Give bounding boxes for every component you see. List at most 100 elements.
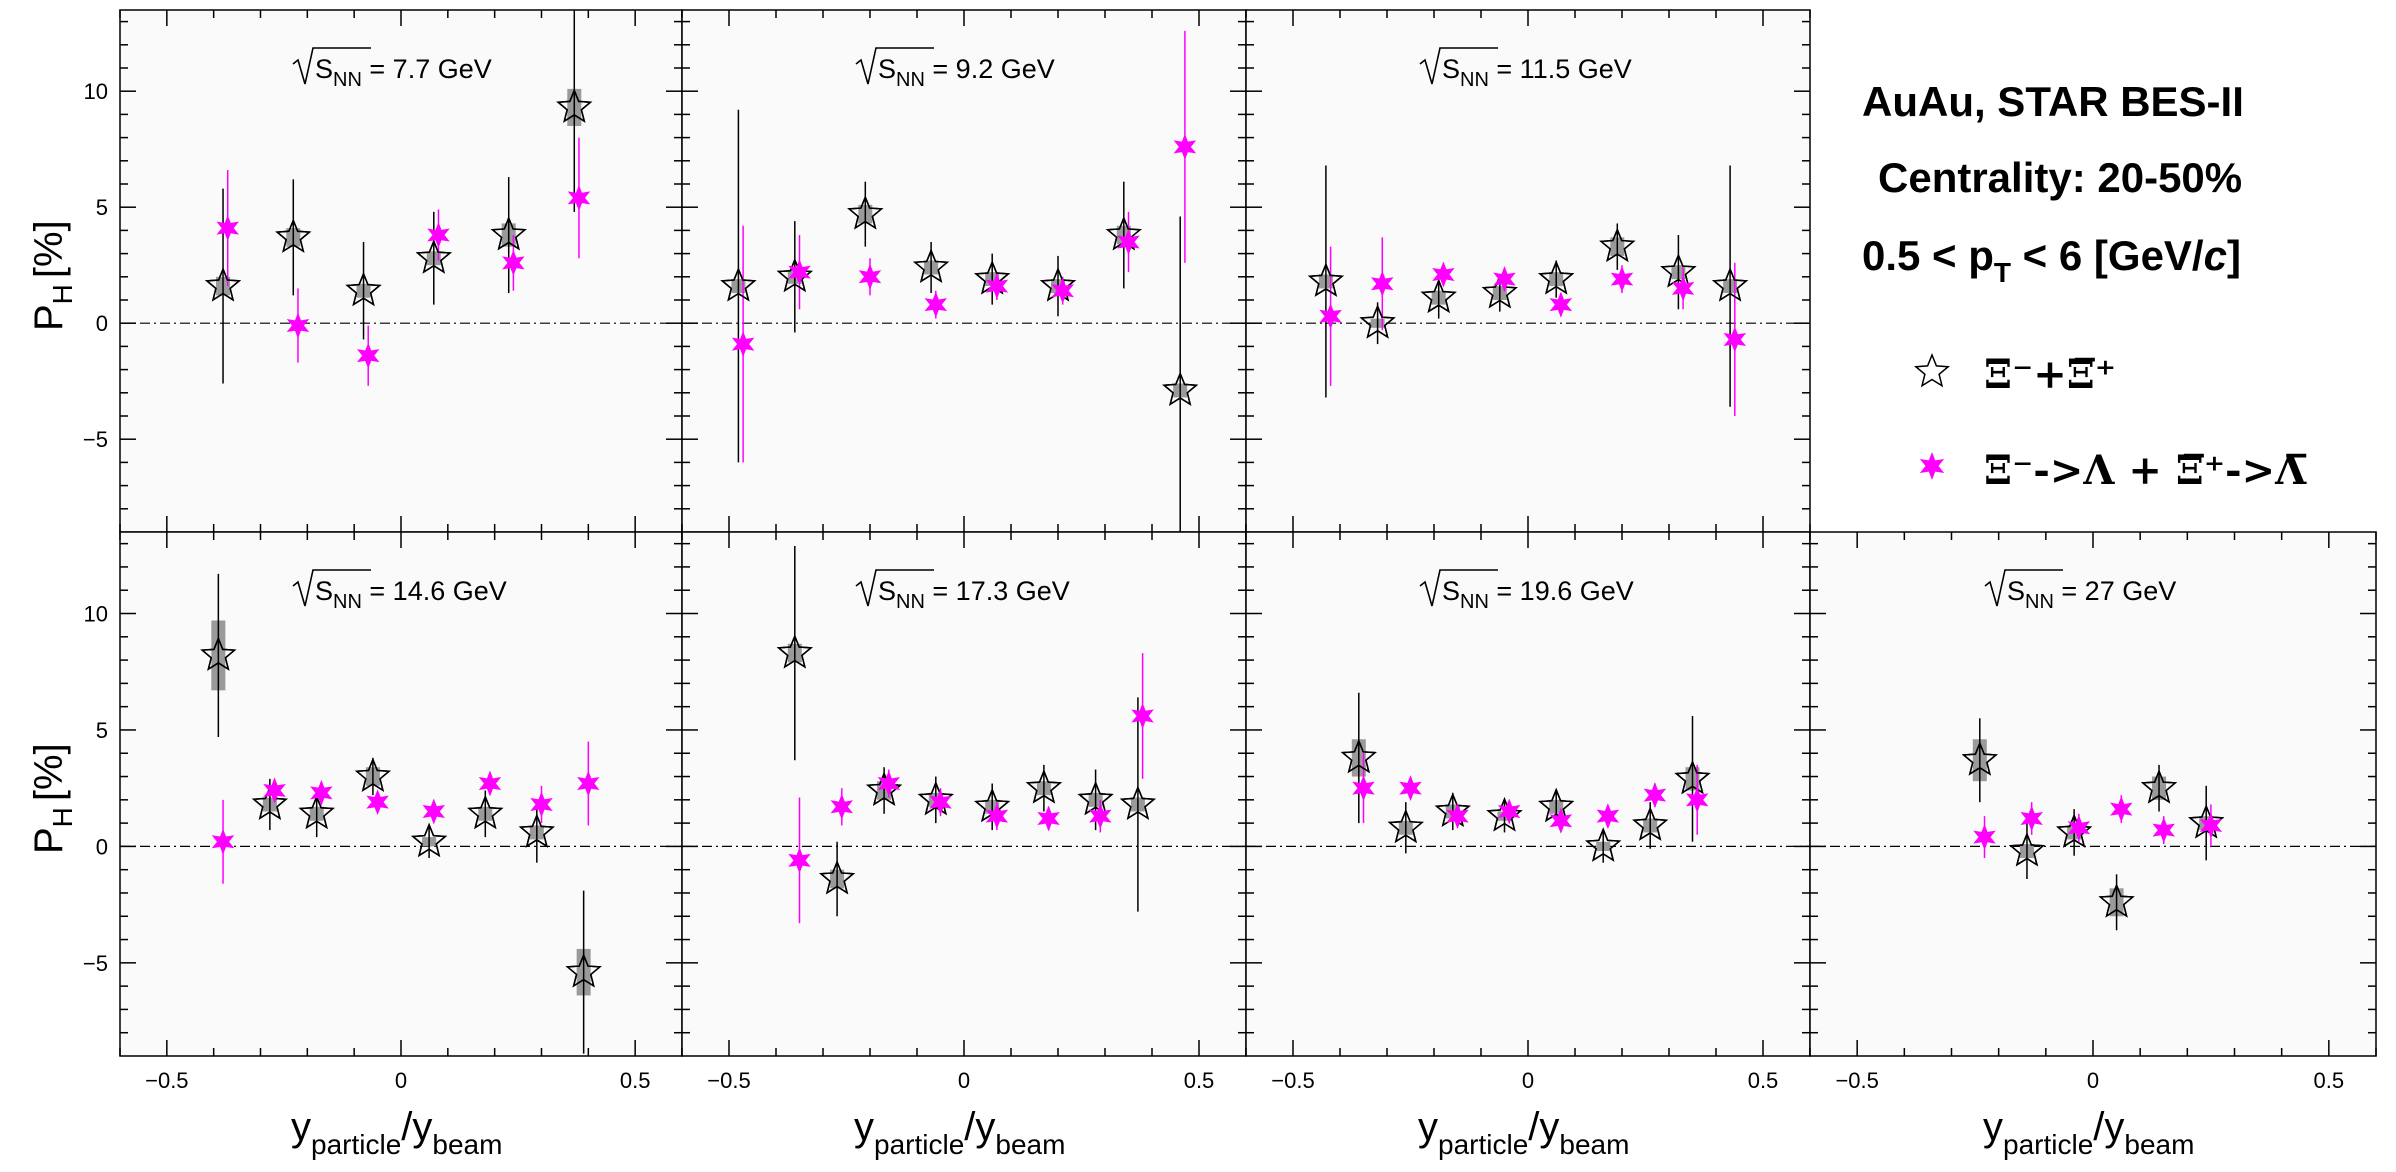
open-star-marker-outline bbox=[1077, 780, 1114, 816]
legend-open-star bbox=[1913, 352, 1951, 388]
panels-layer: −5 0 5 10 SNN = 7.7 GeV SNN = 9.2 GeV SNN = 11… bbox=[83, 9, 2377, 1093]
magenta-star-marker bbox=[2152, 817, 2176, 844]
magenta-star-marker bbox=[1549, 807, 1573, 834]
panel-content bbox=[1246, 692, 1810, 863]
sqrt-symbol bbox=[292, 47, 371, 85]
magenta-star-marker bbox=[1549, 291, 1573, 318]
magenta-star-marker bbox=[858, 263, 882, 290]
panel-energy-title: SNN = 14.6 GeV bbox=[315, 576, 507, 613]
magenta-star-marker bbox=[1671, 275, 1695, 302]
legend-magenta-star-marker bbox=[1919, 452, 1945, 480]
legend: AuAu, STAR BES-II Centrality: 20-50% 0.5… bbox=[1862, 78, 2307, 494]
x-axis-title: yparticle/ybeam bbox=[1418, 1105, 1629, 1160]
open-star-marker-outline bbox=[556, 88, 593, 123]
open-star-marker-outline bbox=[1307, 262, 1344, 297]
x-axis-title: yparticle/ybeam bbox=[854, 1105, 1065, 1160]
magenta-star-marker bbox=[929, 789, 952, 816]
x-tick-label: 0.5 bbox=[2314, 1068, 2345, 1093]
panel-content bbox=[682, 545, 1246, 924]
sqrt-symbol bbox=[1419, 569, 1498, 607]
magenta-star-marker bbox=[1723, 326, 1747, 353]
legend-title-collision: AuAu, STAR BES-II bbox=[1862, 78, 2244, 125]
x-tick-label: 0.5 bbox=[1748, 1068, 1779, 1093]
sqrt-symbol bbox=[1984, 569, 2063, 607]
panel-2: SNN = 11.5 GeV bbox=[1245, 9, 1811, 533]
y-tick-label: 10 bbox=[84, 602, 108, 627]
magenta-star-marker bbox=[1493, 266, 1516, 293]
open-star-marker-outline bbox=[1119, 785, 1156, 820]
x-tick-label: −0.5 bbox=[1835, 1068, 1878, 1093]
magenta-star-marker bbox=[830, 793, 854, 820]
panel-content bbox=[1246, 165, 1810, 416]
x-tick-label: −0.5 bbox=[1271, 1068, 1314, 1093]
open-star-marker-outline bbox=[1674, 759, 1711, 795]
magenta-star-marker bbox=[1131, 702, 1154, 729]
magenta-star-marker bbox=[1117, 229, 1140, 255]
magenta-star-marker bbox=[731, 331, 755, 358]
open-star-marker-outline bbox=[298, 794, 335, 830]
open-star-marker-outline bbox=[2098, 883, 2135, 918]
open-star-marker-outline bbox=[411, 822, 448, 858]
magenta-star-marker bbox=[422, 798, 446, 825]
panel-energy-title: SNN = 11.5 GeV bbox=[1442, 54, 1632, 91]
open-star-marker-outline bbox=[2008, 832, 2046, 867]
open-star-marker-outline bbox=[1340, 738, 1377, 774]
open-star-marker-outline bbox=[251, 785, 288, 820]
panel-background bbox=[120, 10, 682, 532]
open-star-marker-outline bbox=[1712, 267, 1749, 302]
magenta-star-marker bbox=[2067, 814, 2091, 841]
panel-4: −0.5 0 0.5 SNN = 17.3 GeV bbox=[681, 531, 1247, 1093]
magenta-star-marker bbox=[1685, 786, 1709, 813]
panel-6: −0.5 0 0.5 SNN = 27 GeV bbox=[1809, 531, 2377, 1093]
sqrt-symbol bbox=[1419, 47, 1498, 85]
legend-kinematic-range: 0.5 < pT < 6 [GeV/c] bbox=[1862, 232, 2241, 288]
panel-5: −0.5 0 0.5 SNN = 19.6 GeV bbox=[1245, 531, 1811, 1093]
panel-background bbox=[1246, 532, 1810, 1056]
x-tick-label: 0 bbox=[395, 1068, 407, 1093]
open-star-marker-outline bbox=[776, 634, 813, 669]
open-star-marker-outline bbox=[345, 271, 382, 307]
legend-title-centrality: Centrality: 20-50% bbox=[1878, 154, 2242, 201]
x-axis-title: yparticle/ybeam bbox=[291, 1105, 502, 1160]
magenta-star-marker bbox=[211, 828, 235, 855]
magenta-star-marker bbox=[2110, 796, 2133, 823]
magenta-star-marker bbox=[985, 273, 1009, 300]
open-star-marker-outline bbox=[275, 218, 312, 253]
y-tick-label: 10 bbox=[84, 79, 108, 104]
magenta-star-marker bbox=[366, 789, 389, 816]
y-axis-title: PH[%] bbox=[27, 220, 78, 331]
magenta-star-marker bbox=[1399, 775, 1422, 802]
panel-background bbox=[682, 532, 1246, 1056]
open-star-marker-outline bbox=[1961, 741, 1998, 776]
x-tick-label: 0.5 bbox=[620, 1068, 651, 1093]
x-tick-label: −0.5 bbox=[707, 1068, 750, 1093]
legend-magenta-star bbox=[1919, 452, 1945, 480]
y-tick-label: 0 bbox=[96, 311, 108, 336]
magenta-star-marker bbox=[216, 215, 239, 242]
panel-background bbox=[1246, 10, 1810, 532]
y-tick-label: 5 bbox=[96, 718, 108, 743]
panel-energy-title: SNN = 9.2 GeV bbox=[878, 54, 1055, 91]
y-tick-label: −5 bbox=[83, 951, 108, 976]
panel-background bbox=[682, 10, 1246, 532]
open-star-marker-outline bbox=[866, 771, 903, 806]
panel-3: −0.5 0 0.5 −5 0 5 10 SNN = 14.6 GeV bbox=[83, 531, 683, 1093]
y-axis-title: PH[%] bbox=[27, 743, 78, 854]
legend-entry-xi-sum: Ξ⁻+Ξ̅⁺ bbox=[1984, 351, 2116, 398]
panel-content bbox=[682, 30, 1246, 532]
magenta-star-marker bbox=[1643, 782, 1667, 809]
open-star-marker-outline bbox=[200, 636, 237, 671]
sqrt-symbol bbox=[855, 47, 934, 85]
magenta-star-marker bbox=[1089, 803, 1112, 830]
magenta-star-marker bbox=[502, 249, 525, 276]
magenta-star-marker bbox=[924, 291, 948, 318]
panel-energy-title: SNN = 19.6 GeV bbox=[1442, 576, 1634, 613]
panel-content bbox=[120, 573, 682, 1054]
open-star-marker-outline bbox=[1481, 274, 1518, 309]
magenta-star-marker bbox=[263, 777, 286, 804]
magenta-star-marker bbox=[877, 770, 901, 797]
open-star-marker-outline bbox=[1420, 278, 1457, 314]
magenta-star-marker bbox=[1037, 805, 1060, 832]
magenta-star-marker bbox=[788, 259, 811, 286]
